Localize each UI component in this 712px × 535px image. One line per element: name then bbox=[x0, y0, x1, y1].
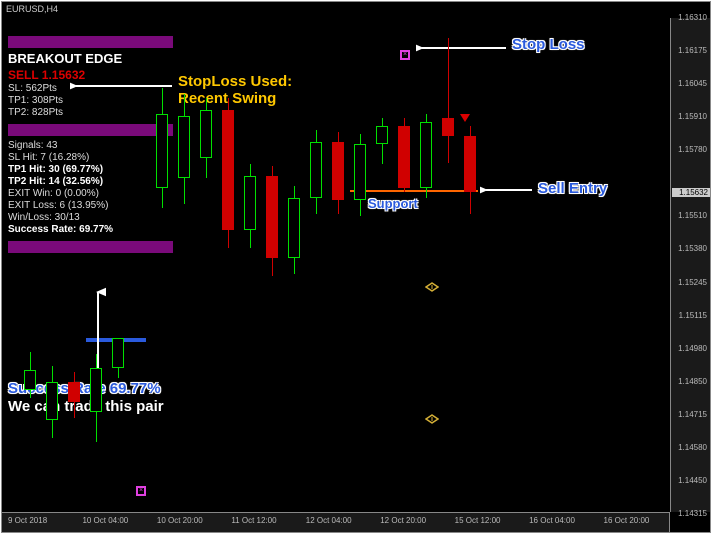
candle-body bbox=[398, 126, 410, 188]
price-axis[interactable]: 1.15632 1.163101.161751.160451.159101.15… bbox=[670, 18, 710, 512]
anno-stoploss: Stop Loss bbox=[512, 36, 585, 53]
candle-body bbox=[442, 118, 454, 136]
time-tick: 10 Oct 04:00 bbox=[82, 516, 128, 525]
panel-title: BREAKOUT EDGE bbox=[8, 51, 173, 66]
price-tick: 1.14450 bbox=[678, 476, 707, 485]
panel-bar-3 bbox=[8, 241, 173, 253]
panel-tp1hit: TP1 Hit: 30 (69.77%) bbox=[8, 164, 173, 175]
price-tick: 1.14715 bbox=[678, 410, 707, 419]
anno-used1: StopLoss Used: bbox=[178, 73, 292, 90]
candle-body bbox=[178, 116, 190, 178]
sell-arrow-icon bbox=[460, 114, 470, 122]
price-tick: 1.14315 bbox=[678, 509, 707, 518]
time-tick: 10 Oct 20:00 bbox=[157, 516, 203, 525]
candle-body bbox=[464, 136, 476, 192]
candle-body bbox=[354, 144, 366, 200]
panel-tp2: TP2: 828Pts bbox=[8, 107, 173, 118]
price-tick: 1.15510 bbox=[678, 211, 707, 220]
price-tick: 1.14580 bbox=[678, 443, 707, 452]
time-tick: 11 Oct 12:00 bbox=[231, 516, 276, 525]
candle-body bbox=[332, 142, 344, 200]
candle-body bbox=[24, 370, 36, 390]
panel-wl: Win/Loss: 30/13 bbox=[8, 212, 173, 223]
candle-body bbox=[90, 368, 102, 412]
candle-body bbox=[46, 382, 58, 420]
candle-body bbox=[420, 122, 432, 188]
arrow-success bbox=[90, 286, 106, 380]
arrow-sellentry bbox=[480, 182, 536, 198]
price-tick: 1.16175 bbox=[678, 46, 707, 55]
price-tick: 1.15115 bbox=[679, 311, 707, 320]
panel-ewin: EXIT Win: 0 (0.00%) bbox=[8, 188, 173, 199]
time-tick: 12 Oct 04:00 bbox=[306, 516, 352, 525]
gold-marker-1 bbox=[425, 282, 439, 292]
pair-label: EURUSD,H4 bbox=[6, 4, 58, 14]
price-tick: 1.15245 bbox=[678, 278, 707, 287]
candle-body bbox=[222, 110, 234, 230]
candle-body bbox=[68, 382, 80, 402]
price-tick: 1.14850 bbox=[678, 377, 707, 386]
chart-window: EURUSD,H4 × × BREAKOUT EDGE SELL 1.15632… bbox=[1, 1, 711, 533]
candle-body bbox=[288, 198, 300, 258]
candle-body bbox=[156, 114, 168, 188]
price-tick: 1.14980 bbox=[678, 344, 707, 353]
time-axis[interactable]: 9 Oct 2018 10 Oct 04:00 10 Oct 20:00 11 Oct… bbox=[2, 512, 670, 532]
price-tick: 1.15910 bbox=[678, 112, 707, 121]
arrow-sl bbox=[70, 78, 176, 94]
panel-signals: Signals: 43 bbox=[8, 140, 173, 151]
time-tick: 16 Oct 20:00 bbox=[604, 516, 650, 525]
panel-tp1: TP1: 308Pts bbox=[8, 95, 173, 106]
time-tick: 16 Oct 04:00 bbox=[529, 516, 575, 525]
candle-wick bbox=[448, 38, 449, 163]
panel-success: Success Rate: 69.77% bbox=[8, 224, 173, 235]
time-tick: 9 Oct 2018 bbox=[8, 516, 47, 525]
price-tick: 1.15380 bbox=[678, 244, 707, 253]
support-line bbox=[350, 190, 478, 192]
price-tick: 1.16310 bbox=[678, 13, 707, 22]
price-tick: 1.15780 bbox=[678, 145, 707, 154]
arrow-stoploss bbox=[416, 38, 511, 58]
panel-bar-1 bbox=[8, 36, 173, 48]
candle-body bbox=[376, 126, 388, 144]
candle-body bbox=[200, 110, 212, 158]
candle-body bbox=[266, 176, 278, 258]
anno-sellentry: Sell Entry bbox=[538, 180, 607, 197]
panel-tp2hit: TP2 Hit: 14 (32.56%) bbox=[8, 176, 173, 187]
panel-eloss: EXIT Loss: 6 (13.95%) bbox=[8, 200, 173, 211]
price-tick: 1.16045 bbox=[678, 79, 707, 88]
candle-body bbox=[244, 176, 256, 230]
chart-area[interactable]: × × BREAKOUT EDGE SELL 1.15632 SL: 562Pt… bbox=[2, 18, 670, 512]
info-panel: BREAKOUT EDGE SELL 1.15632 SL: 562Pts TP… bbox=[8, 36, 173, 253]
gold-marker-2 bbox=[425, 414, 439, 424]
anno-sr2: We can trade this pair bbox=[8, 398, 164, 415]
marker-bottom: × bbox=[136, 486, 146, 496]
anno-support: Support bbox=[368, 196, 418, 211]
stoploss-marker: × bbox=[400, 50, 410, 60]
candle-body bbox=[310, 142, 322, 198]
panel-bar-2 bbox=[8, 124, 173, 136]
current-price: 1.15632 bbox=[672, 188, 710, 197]
candle-body bbox=[112, 338, 124, 368]
time-tick: 15 Oct 12:00 bbox=[455, 516, 501, 525]
time-tick: 12 Oct 20:00 bbox=[380, 516, 426, 525]
panel-slhit: SL Hit: 7 (16.28%) bbox=[8, 152, 173, 163]
